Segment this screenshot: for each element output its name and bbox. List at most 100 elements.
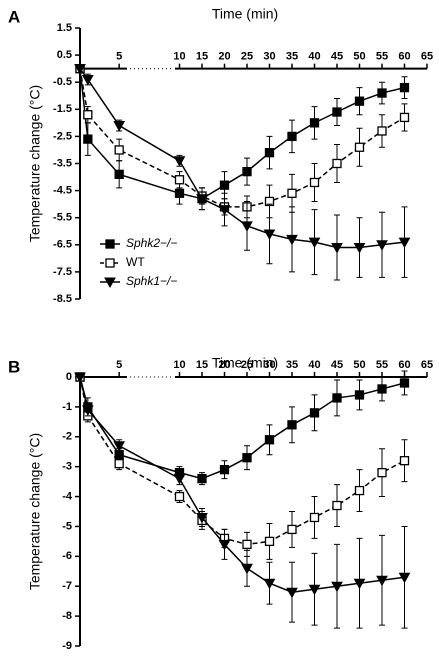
legend-marker: [105, 258, 115, 268]
y-tick-label: -8: [62, 610, 72, 622]
marker: [242, 539, 252, 550]
y-tick-label: -0.5: [53, 76, 72, 88]
marker: [113, 441, 126, 452]
x-tick-label: 50: [353, 359, 365, 371]
x-tick-label: 20: [218, 359, 230, 371]
x-tick-label: 65: [421, 51, 433, 63]
marker: [241, 221, 253, 232]
marker: [196, 194, 208, 205]
marker: [331, 581, 343, 593]
marker: [398, 237, 411, 249]
marker: [218, 205, 231, 216]
marker: [74, 64, 86, 75]
marker: [332, 500, 342, 511]
y-tick-label: -2.5: [53, 130, 72, 142]
y-tick-label: -9: [62, 640, 72, 652]
x-tick-label: 10: [173, 359, 185, 371]
x-tick-label: 15: [196, 51, 208, 63]
marker: [197, 473, 207, 484]
x-tick-label: 50: [353, 51, 365, 63]
legend-marker: [104, 277, 116, 289]
marker: [332, 393, 342, 403]
marker: [264, 148, 275, 158]
y-tick-label: -4: [62, 490, 73, 502]
x-tick-label: 5: [116, 359, 122, 371]
marker: [263, 578, 276, 590]
x-tick-label: 35: [286, 51, 298, 63]
marker: [309, 408, 320, 418]
marker: [354, 390, 365, 400]
marker: [308, 584, 321, 596]
x-tick-label: 20: [218, 51, 230, 63]
x-axis-title: Time (min): [212, 6, 278, 22]
marker: [376, 240, 388, 251]
marker: [286, 234, 298, 246]
x-tick-label: 60: [398, 51, 410, 63]
marker: [287, 524, 297, 535]
marker: [376, 575, 388, 587]
marker: [242, 166, 252, 177]
x-tick-label: 55: [376, 359, 388, 371]
marker: [263, 229, 276, 240]
x-tick-label: 40: [308, 359, 320, 371]
marker: [242, 453, 252, 463]
series-line: [79, 68, 405, 208]
x-axis-title: Time (min): [212, 355, 278, 371]
x-tick-label: 45: [331, 359, 343, 371]
marker: [114, 169, 124, 179]
x-tick-label: 65: [421, 359, 433, 371]
marker: [309, 177, 320, 188]
marker: [174, 188, 185, 198]
marker: [377, 384, 387, 394]
x-tick-label: 5: [116, 51, 122, 63]
y-tick-label: -3.5: [53, 157, 72, 169]
marker: [81, 74, 94, 86]
marker: [114, 145, 124, 155]
series-line: [79, 68, 405, 249]
marker: [218, 539, 231, 551]
x-tick-label: 10: [173, 51, 185, 63]
marker: [354, 485, 365, 496]
marker: [219, 465, 230, 475]
marker: [332, 158, 342, 169]
marker: [377, 467, 387, 478]
legend-label: Sphk2−/−: [126, 236, 177, 250]
x-tick-label: 35: [286, 359, 298, 371]
marker: [377, 88, 387, 98]
y-tick-label: -7.5: [53, 266, 72, 278]
y-tick-label: -6.5: [53, 239, 72, 251]
y-tick-label: -1.5: [53, 103, 72, 115]
marker: [398, 572, 411, 584]
x-tick-label: 55: [376, 51, 388, 63]
y-tick-label: -5: [62, 520, 72, 532]
marker: [173, 474, 186, 485]
marker: [309, 512, 320, 523]
y-tick-label: -6: [62, 550, 72, 562]
y-tick-label: -5.5: [53, 212, 72, 224]
marker: [308, 237, 321, 249]
marker: [196, 512, 208, 524]
marker: [114, 459, 124, 469]
marker: [74, 372, 86, 384]
marker: [309, 118, 320, 128]
x-tick-label: 30: [263, 51, 275, 63]
series-line: [79, 376, 405, 593]
x-tick-label: 60: [398, 359, 410, 371]
marker: [83, 110, 93, 120]
y-tick-label: -8.5: [53, 293, 72, 305]
y-axis-title: Temperature change (°C): [27, 85, 43, 242]
marker: [287, 188, 297, 198]
x-tick-label: 30: [263, 359, 275, 371]
marker: [219, 180, 230, 190]
y-tick-label: -4.5: [53, 185, 72, 197]
x-tick-label: 40: [308, 51, 320, 63]
marker: [331, 243, 343, 254]
marker: [399, 82, 410, 93]
x-tick-label: 45: [331, 51, 343, 63]
legend-marker: [105, 239, 115, 249]
legend-label: Sphk1−/−: [126, 274, 177, 288]
y-tick-label: -3: [62, 461, 72, 473]
panel-label: B: [8, 357, 20, 376]
y-tick-label: 1.5: [57, 22, 72, 34]
marker: [287, 131, 297, 142]
